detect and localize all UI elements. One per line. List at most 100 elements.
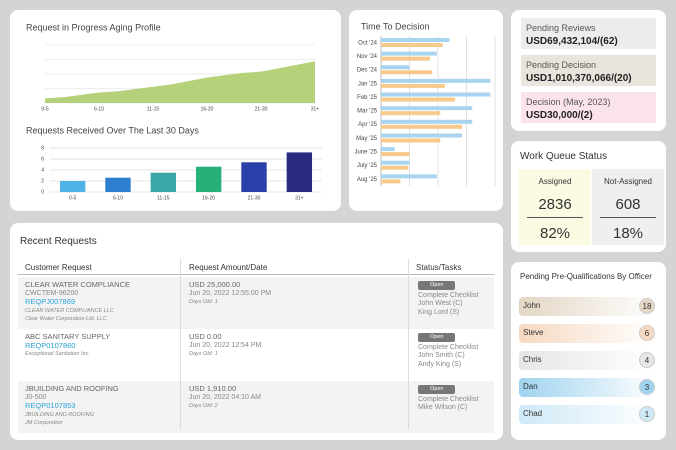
request-row: ABC SANITARY SUPPLY REQP0107860 Exceptiona… bbox=[18, 329, 494, 381]
chart-title: Requests Received Over The Last 30 Days bbox=[26, 125, 199, 135]
pending-value: USD30,000/(2) bbox=[526, 110, 593, 121]
assignee: John Smith (C) bbox=[418, 352, 465, 359]
status-cell: Open Complete Checklist Mike Wilson (C) bbox=[418, 385, 478, 413]
officer-row[interactable]: Steve 6 bbox=[519, 324, 657, 343]
task: Complete Checklist bbox=[418, 343, 479, 351]
customer-company: Exceptional Sanitation Inc. bbox=[25, 351, 90, 357]
customer-reference: REQP0107860 bbox=[25, 340, 76, 350]
recent-requests-panel: Recent Requests Customer Request Request … bbox=[10, 223, 503, 440]
bar bbox=[241, 162, 267, 192]
bar bbox=[195, 166, 222, 192]
y-tick-label: Dec '24 bbox=[357, 68, 378, 74]
customer-parent: JM Corporation bbox=[25, 420, 63, 426]
header-rule bbox=[18, 274, 494, 275]
x-tick-label: 31+ bbox=[311, 106, 320, 112]
officer-row[interactable]: Dan 3 bbox=[519, 378, 657, 397]
y-tick-label: July '25 bbox=[357, 163, 378, 169]
column-header: Request Amount/Date bbox=[189, 263, 268, 272]
assignee: Mike Wilson (C) bbox=[418, 404, 468, 411]
task: Complete Checklist bbox=[418, 395, 479, 403]
bar bbox=[381, 138, 441, 143]
bar bbox=[381, 119, 473, 124]
task: Complete Checklist bbox=[418, 291, 479, 299]
officer-name: Chris bbox=[523, 355, 542, 364]
officer-count: 4 bbox=[639, 352, 655, 368]
amount-days_old: Days Old: 2 bbox=[189, 403, 218, 409]
officer-name: John bbox=[523, 301, 541, 310]
officer-name: Chad bbox=[523, 409, 543, 418]
x-tick-label: 6-10 bbox=[113, 195, 123, 201]
bar bbox=[381, 65, 410, 70]
y-tick-label: June '25 bbox=[355, 149, 378, 155]
status-badge: Open bbox=[418, 385, 456, 394]
x-tick-label: 11-15 bbox=[157, 195, 170, 201]
panel-title: Pending Pre-Qualifications By Officer bbox=[520, 272, 652, 281]
decision-chart: Time To Decision Oct '24 Nov '24 Dec '24 Jan… bbox=[355, 21, 496, 186]
queue-count: 2836 bbox=[527, 196, 583, 218]
y-tick-label: Feb '25 bbox=[357, 95, 377, 101]
chart-title: Time To Decision bbox=[361, 21, 430, 31]
amount-days_old: Days Old: 1 bbox=[189, 351, 218, 357]
queue-count: 608 bbox=[600, 196, 656, 218]
x-tick-label: 31+ bbox=[295, 195, 304, 201]
request-row: JBUILDING AND ROOFING J0-500 REQP0107853 JB… bbox=[18, 381, 494, 433]
queue-label: Assigned bbox=[538, 177, 572, 186]
amount-date: Jun 20, 2022 04:10 AM bbox=[189, 393, 261, 401]
pending-value: USD1,010,370,066/(20) bbox=[526, 73, 632, 84]
bar bbox=[381, 133, 462, 138]
customer-name: ABC SANITARY SUPPLY bbox=[25, 332, 111, 341]
amount-amount: USD 1,910.00 bbox=[189, 384, 237, 393]
x-tick-label: 6-10 bbox=[94, 106, 104, 112]
chart-title: Request in Progress Aging Profile bbox=[26, 22, 161, 32]
officer-row[interactable]: John 18 bbox=[519, 297, 657, 316]
queue-card: Not-Assigned 608 18% bbox=[592, 169, 664, 245]
y-tick-label: Aug '25 bbox=[357, 177, 378, 183]
officer-name: Steve bbox=[523, 328, 544, 337]
bar bbox=[381, 78, 491, 83]
officer-count: 3 bbox=[639, 379, 655, 395]
assignee: Andy King (S) bbox=[418, 360, 462, 368]
queue-card: Assigned 2836 82% bbox=[519, 169, 591, 245]
status-badge: Open bbox=[418, 281, 456, 290]
bar bbox=[381, 97, 456, 102]
amount-date: Jun 20, 2022 12:55:00 PM bbox=[189, 289, 272, 297]
bar bbox=[381, 51, 437, 56]
y-tick-label: Apr '25 bbox=[358, 122, 377, 128]
pending-card: Pending Reviews USD69,432,104/(62) bbox=[521, 18, 656, 49]
bar bbox=[105, 177, 131, 192]
amount-days_old: Days Old: 1 bbox=[189, 299, 218, 305]
bar bbox=[381, 174, 437, 179]
pending-label: Pending Decision bbox=[526, 60, 597, 70]
queue-label: Not-Assigned bbox=[603, 177, 653, 186]
amount-cell: USD 0.00 Jun 20, 2022 12:54 PM Days Old: 1 bbox=[189, 332, 261, 359]
status-badge: Open bbox=[418, 333, 456, 342]
x-tick-label: 11-15 bbox=[147, 106, 160, 112]
y-tick-label: 4 bbox=[41, 167, 44, 173]
bar bbox=[59, 181, 86, 192]
officer-row[interactable]: Chad 1 bbox=[519, 405, 657, 424]
status-cell: Open Complete Checklist John Smith (C) Andy… bbox=[418, 333, 478, 369]
x-tick-label: 21-30 bbox=[255, 106, 268, 112]
column-header: Customer Request bbox=[25, 263, 92, 272]
y-tick-label: 2 bbox=[41, 178, 44, 184]
bar bbox=[381, 111, 441, 116]
pending-label: Pending Reviews bbox=[526, 23, 596, 33]
officer-row[interactable]: Chris 4 bbox=[519, 351, 657, 370]
y-tick-label: Mar '25 bbox=[357, 109, 377, 115]
x-tick-label: 21-30 bbox=[248, 195, 261, 201]
bar bbox=[381, 56, 431, 61]
assignee: John West (C) bbox=[418, 300, 463, 307]
bar bbox=[381, 165, 409, 170]
column-rule bbox=[408, 259, 409, 429]
x-tick-label: 16-20 bbox=[201, 106, 214, 112]
area bbox=[45, 61, 315, 103]
bar bbox=[381, 147, 395, 152]
work-queue-panel: Work Queue Status Assigned 2836 82% Not-Ass… bbox=[511, 141, 666, 252]
amount-cell: USD 25,000.00 Jun 20, 2022 12:55:00 PM Day… bbox=[189, 280, 272, 307]
bar bbox=[381, 179, 401, 184]
customer-code: CWCTEM-96200 bbox=[25, 289, 79, 297]
amount-amount: USD 25,000.00 bbox=[189, 280, 241, 289]
y-tick-label: Oct '24 bbox=[358, 40, 377, 46]
bar bbox=[381, 83, 445, 88]
officer-count: 18 bbox=[639, 298, 655, 314]
